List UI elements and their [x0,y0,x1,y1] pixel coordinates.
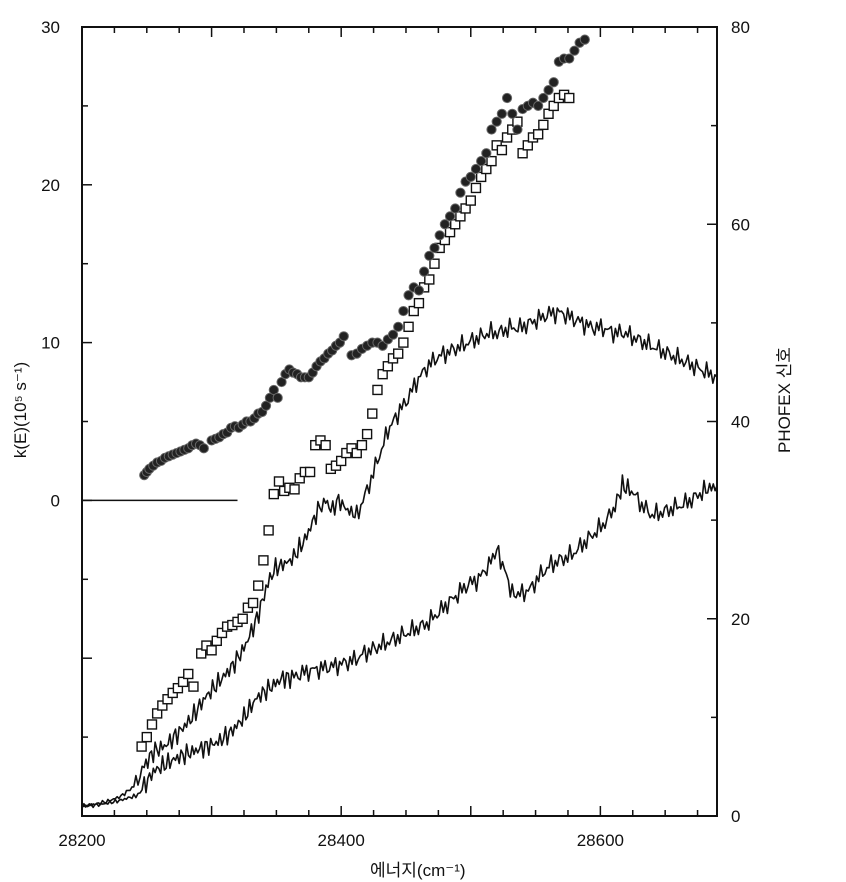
data-point-circle [272,392,283,403]
data-point-circle [393,321,404,332]
data-point-circle [413,285,425,296]
series-filled-circles [139,34,590,481]
data-point-square [146,719,158,730]
y-left-tick-label: 20 [41,176,60,195]
data-point-circle [424,250,435,261]
axis-ticks [81,26,717,817]
data-point-square [496,144,508,156]
data-point-square [367,408,378,419]
data-point-square [304,466,316,478]
data-point-square [206,645,217,656]
data-point-circle [579,34,590,45]
data-point-square [136,741,147,752]
y-left-tick-label: 30 [41,18,60,37]
data-point-circle [444,211,456,222]
data-point-square [183,668,194,680]
data-point-circle [486,124,497,135]
tick-labels: 28200 28400 28600 0 10 20 30 0 20 40 60 80 [41,18,750,850]
data-point-square [393,348,404,359]
data-point-circle [476,156,487,167]
data-point-circle [564,53,575,64]
data-point-circle [198,443,209,454]
data-point-circle [403,290,414,301]
data-point-circle [538,92,549,104]
data-point-square [188,681,199,692]
x-tick-label: 28600 [577,831,624,850]
y-left-axis-title: k(E)(10⁵ s⁻¹) [11,362,30,458]
data-point-circle [429,242,440,254]
data-point-circle [507,108,518,119]
data-point-circle [338,331,349,342]
data-point-square [289,484,300,495]
data-point-square [320,439,331,451]
data-point-circle [398,305,409,317]
data-point-circle [512,124,523,135]
x-axis-title: 에너지(cm⁻¹) [370,861,466,880]
y-right-tick-label: 0 [731,807,740,826]
series-line [81,474,718,809]
y-right-tick-label: 60 [731,215,750,234]
data-point-square [564,92,575,104]
y-right-tick-label: 80 [731,18,750,37]
data-point-square [268,488,279,500]
data-point-square [273,476,285,487]
data-point-circle [548,77,559,88]
data-point-square [413,297,425,309]
y-right-tick-label: 40 [731,413,750,432]
y-right-tick-label: 20 [731,610,750,629]
data-point-square [361,428,373,440]
data-point-square [237,613,248,624]
data-point-square [486,155,497,167]
x-tick-label: 28400 [318,831,365,850]
data-point-circle [481,148,492,159]
data-point-square [470,182,482,194]
x-tick-label: 28200 [58,831,105,850]
data-point-square [429,258,440,269]
data-point-circle [501,92,513,104]
data-point-square [538,119,549,131]
data-point-circle [543,85,554,96]
data-point-square [424,274,435,285]
data-point-circle [569,45,580,56]
data-point-square [398,337,409,348]
data-point-square [356,439,368,451]
data-point-square [403,321,414,333]
data-point-circle [455,187,466,198]
data-point-circle [533,100,544,112]
data-point-square [247,597,259,609]
series-line [81,305,718,808]
y-left-tick-label: 0 [51,491,60,510]
data-point-square [258,555,269,566]
data-point-circle [419,266,430,277]
data-point-circle [434,230,445,241]
y-right-axis-title: PHOFEX 신호 [775,347,794,453]
data-point-circle [496,108,507,119]
series-open-squares [136,89,575,752]
y-left-tick-label: 10 [41,334,60,353]
data-point-circle [387,329,399,340]
data-point-circle [470,163,482,175]
data-point-circle [465,171,476,183]
data-point-square [465,195,476,206]
data-point-square [141,731,152,743]
data-point-square [253,580,264,591]
series-lines [81,305,718,809]
data-point-circle [491,116,502,127]
data-point-square [263,525,274,536]
data-point-square [532,129,544,140]
data-point-square [372,384,383,396]
data-point-circle [439,219,450,230]
data-point-circle [450,203,461,214]
